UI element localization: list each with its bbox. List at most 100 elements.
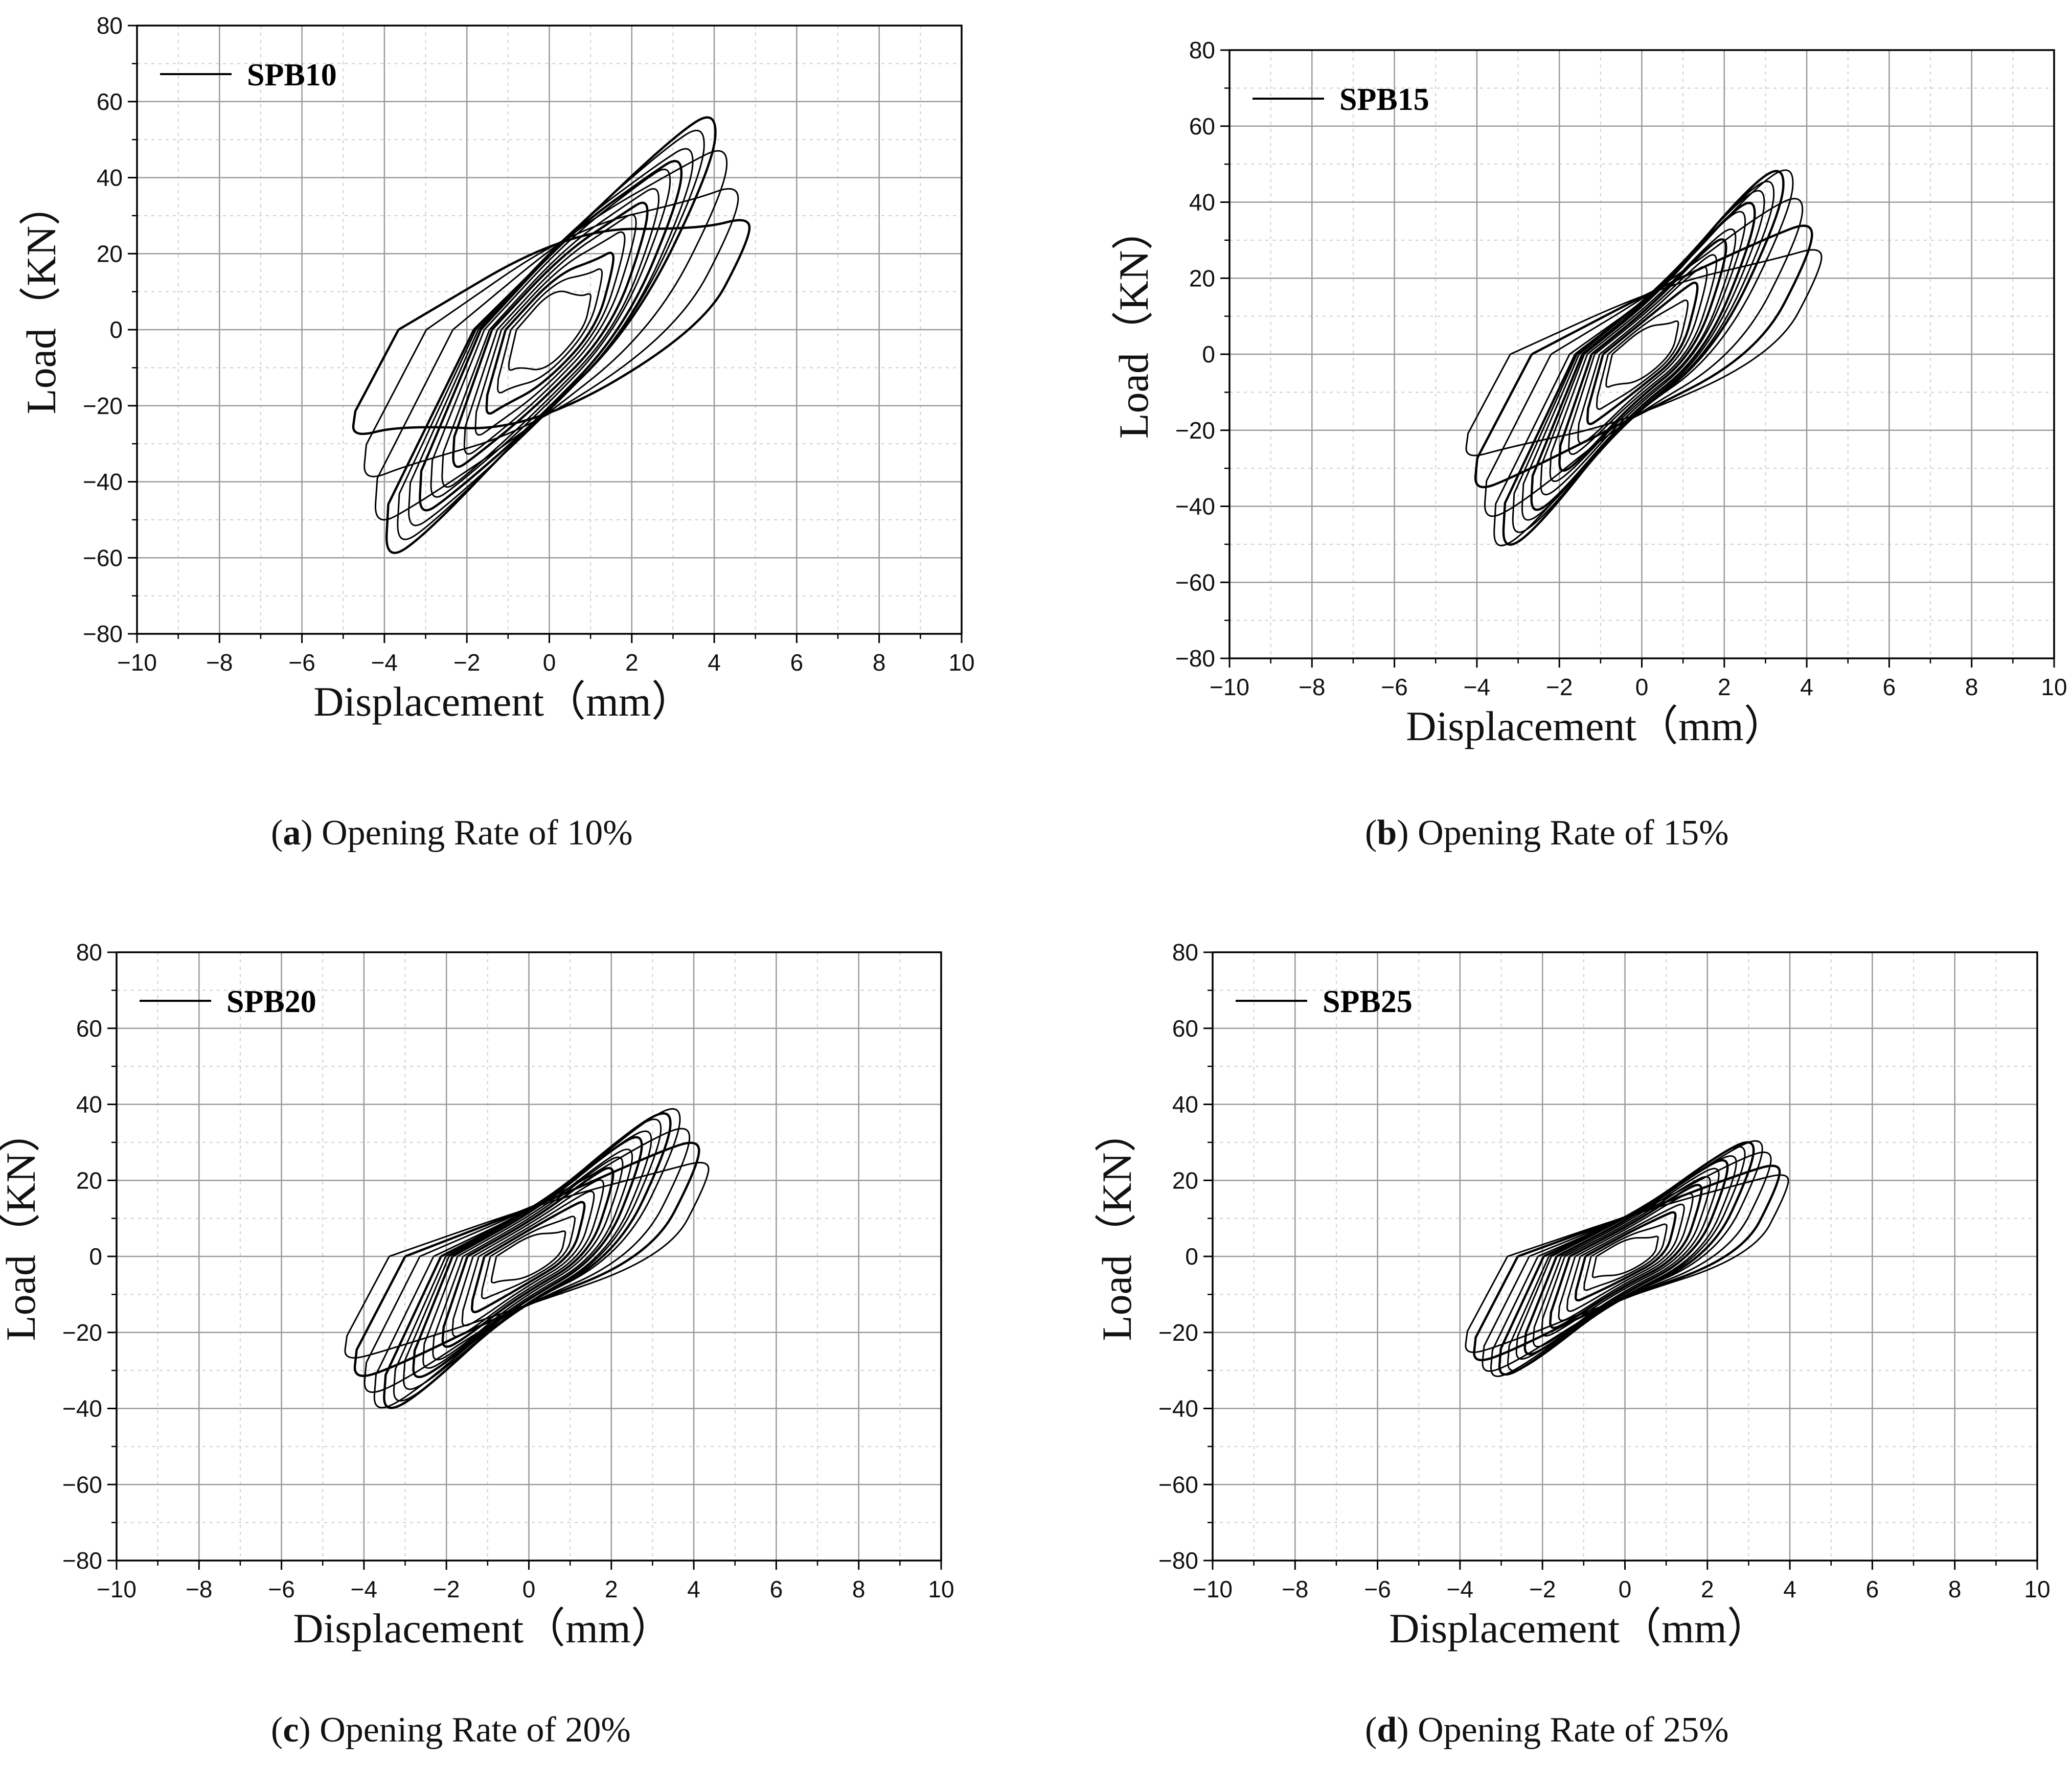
x-tick-label: −8 bbox=[1282, 1576, 1308, 1602]
hysteresis-loop bbox=[471, 1201, 586, 1314]
x-tick-label: −4 bbox=[1464, 674, 1490, 700]
hysteresis-loop bbox=[363, 1128, 691, 1393]
y-tick-label: −60 bbox=[62, 1471, 102, 1498]
hysteresis-loop bbox=[408, 148, 694, 526]
legend: SPB15 bbox=[1253, 82, 1429, 117]
y-axis-title: Load（KN） bbox=[1110, 209, 1157, 439]
caption-c: (c) Opening Rate of 20% bbox=[271, 1710, 631, 1750]
x-tick-label: 2 bbox=[625, 649, 639, 676]
x-tick-label: −8 bbox=[186, 1576, 212, 1602]
x-tick-label: −6 bbox=[1364, 1576, 1391, 1602]
hysteresis-loop bbox=[481, 1216, 576, 1299]
y-tick-label: −40 bbox=[83, 469, 123, 495]
hysteresis-loop bbox=[1515, 1155, 1737, 1360]
x-tick-label: 10 bbox=[2024, 1576, 2050, 1602]
x-tick-label: −6 bbox=[288, 649, 315, 676]
hysteresis-loop bbox=[1465, 1174, 1789, 1353]
y-tick-label: 20 bbox=[97, 240, 123, 267]
hysteresis-loop bbox=[1568, 254, 1718, 455]
x-tick-label: 0 bbox=[522, 1576, 536, 1602]
hysteresis-loop bbox=[1541, 1176, 1711, 1337]
hysteresis-loop bbox=[1577, 266, 1708, 444]
y-tick-label: 0 bbox=[1185, 1243, 1198, 1270]
x-tick-label: 0 bbox=[1619, 1576, 1632, 1602]
legend-label: SPB25 bbox=[1323, 984, 1413, 1019]
x-tick-label: −6 bbox=[1381, 674, 1407, 700]
hysteresis-loop bbox=[353, 1141, 700, 1377]
hysteresis-loop bbox=[1484, 198, 1804, 517]
y-tick-label: 80 bbox=[1189, 37, 1215, 63]
hysteresis-loop bbox=[461, 1190, 595, 1326]
caption-d: (d) Opening Rate of 25% bbox=[1365, 1710, 1729, 1750]
y-tick-label: −20 bbox=[1158, 1319, 1198, 1346]
y-axis-title: Load（KN） bbox=[1094, 1111, 1140, 1341]
legend: SPB10 bbox=[160, 58, 337, 93]
hysteresis-loop bbox=[352, 219, 751, 435]
caption-a: (a) Opening Rate of 10% bbox=[271, 813, 633, 853]
hysteresis-loop bbox=[452, 201, 649, 468]
x-axis-title: Displacement（mm） bbox=[1389, 1605, 1768, 1652]
x-tick-label: 6 bbox=[1883, 674, 1896, 700]
x-tick-label: −4 bbox=[371, 649, 398, 676]
y-tick-label: 60 bbox=[1172, 1015, 1198, 1042]
x-tick-label: 8 bbox=[852, 1576, 866, 1602]
chart-panel-d: −10 −8 −6 −4 −2 0 2 4 6 8 10−80−60−40−20020406080D… bbox=[1094, 939, 2051, 1652]
x-tick-label: 10 bbox=[2041, 674, 2067, 700]
legend: SPB20 bbox=[140, 984, 316, 1019]
y-tick-label: −20 bbox=[62, 1319, 102, 1346]
y-tick-label: −80 bbox=[1158, 1547, 1198, 1574]
y-tick-label: 0 bbox=[109, 316, 123, 343]
y-tick-label: 80 bbox=[97, 12, 123, 39]
legend-label: SPB20 bbox=[226, 984, 316, 1019]
y-tick-label: −20 bbox=[1175, 417, 1215, 444]
hysteresis-loop bbox=[441, 1167, 614, 1348]
hysteresis-loop bbox=[490, 1230, 566, 1283]
hysteresis-loop bbox=[403, 1130, 652, 1390]
hysteresis-loop bbox=[508, 290, 591, 371]
hysteresis-loop bbox=[1521, 190, 1765, 521]
hysteresis-series bbox=[352, 116, 751, 554]
y-tick-label: 40 bbox=[76, 1091, 102, 1118]
x-tick-label: 10 bbox=[928, 1576, 954, 1602]
y-tick-label: −20 bbox=[83, 393, 123, 419]
x-tick-label: −2 bbox=[433, 1576, 460, 1602]
x-tick-label: −6 bbox=[268, 1576, 294, 1602]
hysteresis-loop bbox=[463, 214, 637, 455]
hysteresis-loop bbox=[1482, 1151, 1772, 1372]
x-tick-label: 4 bbox=[1800, 674, 1813, 700]
hysteresis-loop bbox=[1591, 1235, 1659, 1278]
hysteresis-loop bbox=[1558, 238, 1727, 472]
x-axis-title: Displacement（mm） bbox=[313, 678, 693, 725]
y-tick-label: −60 bbox=[1175, 569, 1215, 595]
hysteresis-loop bbox=[430, 169, 671, 498]
hysteresis-loop bbox=[1490, 1140, 1763, 1377]
hysteresis-loop bbox=[419, 159, 683, 512]
y-tick-label: 40 bbox=[1189, 189, 1215, 216]
x-tick-label: −10 bbox=[1193, 1576, 1233, 1602]
hysteresis-series bbox=[344, 1108, 710, 1409]
caption-b: (b) Opening Rate of 15% bbox=[1365, 813, 1729, 853]
x-tick-label: 0 bbox=[1635, 674, 1649, 700]
hysteresis-loop bbox=[474, 231, 626, 436]
x-tick-label: 0 bbox=[543, 649, 556, 676]
x-tick-label: 8 bbox=[1965, 674, 1978, 700]
x-tick-label: 6 bbox=[770, 1576, 783, 1602]
hysteresis-loop bbox=[432, 1156, 624, 1361]
y-tick-label: 40 bbox=[1172, 1091, 1198, 1118]
y-tick-label: −80 bbox=[83, 621, 123, 647]
x-tick-label: 8 bbox=[873, 649, 886, 676]
x-tick-label: 4 bbox=[1783, 1576, 1796, 1602]
hysteresis-loop bbox=[1605, 320, 1679, 388]
x-tick-label: 4 bbox=[708, 649, 721, 676]
x-tick-label: 2 bbox=[1718, 674, 1731, 700]
hysteresis-loop bbox=[1474, 224, 1813, 489]
hysteresis-loop bbox=[1549, 228, 1737, 482]
y-tick-label: 20 bbox=[1189, 265, 1215, 291]
x-tick-label: 2 bbox=[1701, 1576, 1714, 1602]
hysteresis-loop bbox=[1596, 299, 1689, 410]
legend-label: SPB15 bbox=[1339, 82, 1429, 117]
hysteresis-loop bbox=[363, 188, 739, 477]
hysteresis-loop bbox=[1530, 201, 1756, 511]
hysteresis-loop bbox=[1465, 249, 1823, 456]
